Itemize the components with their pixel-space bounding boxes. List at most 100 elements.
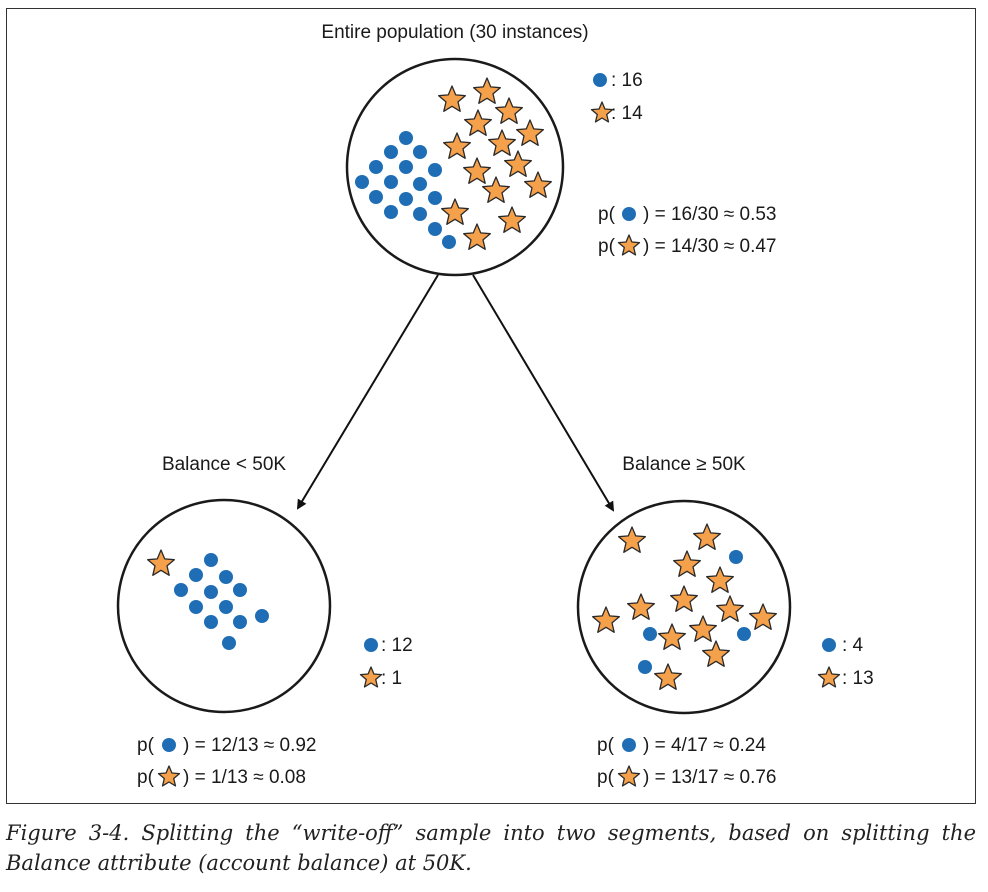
- circle-marker: [428, 163, 442, 177]
- circle-marker: [643, 627, 657, 641]
- root-p-star-expression: ) = 14/30 ≈ 0.47: [643, 236, 777, 257]
- right-p-circle-prefix: p(: [597, 735, 615, 756]
- star-marker: [627, 593, 655, 620]
- star-marker: [482, 176, 510, 203]
- circle-marker: [204, 553, 218, 567]
- star-marker: [498, 206, 526, 233]
- legend-star-icon: [617, 234, 641, 256]
- star-marker: [464, 109, 492, 136]
- star-marker: [147, 549, 175, 576]
- legend-star-icon: [359, 666, 383, 688]
- circle-marker: [442, 235, 456, 249]
- root-p-circle-expression: ) = 16/30 ≈ 0.53: [643, 204, 777, 225]
- root-node-markers: [355, 77, 552, 250]
- star-marker: [693, 523, 721, 550]
- legend-circle-icon: [622, 738, 636, 752]
- star-marker: [749, 603, 777, 630]
- circle-marker: [384, 145, 398, 159]
- legend-markers: [157, 73, 841, 787]
- left-p-circle-prefix: p(: [137, 735, 155, 756]
- star-marker: [658, 623, 686, 650]
- star-marker: [473, 77, 501, 104]
- circle-marker: [233, 583, 247, 597]
- star-marker: [706, 566, 734, 593]
- figure-caption: Figure 3-4. Splitting the “write-off” sa…: [6, 821, 976, 875]
- star-marker: [689, 615, 717, 642]
- circle-marker: [737, 627, 751, 641]
- legend-star-icon: [157, 765, 181, 787]
- right-circle-count: : 4: [842, 635, 864, 656]
- circle-marker: [189, 568, 203, 582]
- star-marker: [654, 663, 682, 690]
- star-marker: [504, 150, 532, 177]
- legend-star-icon: [817, 666, 841, 688]
- circle-marker: [399, 131, 413, 145]
- circle-marker: [369, 190, 383, 204]
- right-node-title: Balance ≥ 50K: [622, 454, 746, 475]
- root-node-title: Entire population (30 instances): [321, 22, 588, 43]
- right-star-count: : 13: [842, 668, 874, 689]
- circle-marker: [399, 192, 413, 206]
- circle-marker: [369, 160, 383, 174]
- circle-marker: [355, 175, 369, 189]
- circle-marker: [219, 600, 233, 614]
- star-marker: [488, 129, 516, 156]
- circle-marker: [255, 609, 269, 623]
- star-marker: [443, 132, 471, 159]
- star-marker: [618, 526, 646, 553]
- star-marker: [463, 157, 491, 184]
- star-marker: [673, 550, 701, 577]
- circle-marker: [428, 222, 442, 236]
- circle-marker: [233, 615, 247, 629]
- circle-marker: [638, 660, 652, 674]
- left-circle-count: : 12: [381, 635, 413, 656]
- figure-frame: [6, 8, 976, 804]
- root-circle-count: : 16: [611, 70, 643, 91]
- root-p-circle-prefix: p(: [598, 204, 616, 225]
- decision-tree-diagram: Entire population (30 instances) : 16 : …: [116, 22, 874, 788]
- star-marker: [702, 640, 730, 667]
- star-marker: [524, 171, 552, 198]
- star-marker: [495, 97, 523, 124]
- left-star-count: : 1: [381, 668, 402, 689]
- circle-marker: [204, 585, 218, 599]
- legend-circle-icon: [593, 73, 607, 87]
- right-p-circle-expression: ) = 4/17 ≈ 0.24: [643, 735, 766, 756]
- edge-root-to-left: [296, 274, 439, 510]
- star-marker: [592, 606, 620, 633]
- legend-star-icon: [617, 765, 641, 787]
- left-node-markers: [147, 549, 269, 650]
- legend-circle-icon: [364, 638, 378, 652]
- left-p-star-prefix: p(: [137, 767, 155, 788]
- root-star-count: : 14: [611, 103, 643, 124]
- star-marker: [670, 585, 698, 612]
- circle-marker: [174, 583, 188, 597]
- star-marker: [463, 223, 491, 250]
- legend-circle-icon: [822, 638, 836, 652]
- circle-marker: [413, 177, 427, 191]
- right-p-star-prefix: p(: [597, 767, 615, 788]
- legend-circle-icon: [622, 207, 636, 221]
- star-marker: [441, 198, 469, 225]
- left-p-star-expression: ) = 1/13 ≈ 0.08: [183, 767, 306, 788]
- legend-circle-icon: [162, 738, 176, 752]
- circle-marker: [222, 636, 236, 650]
- circle-marker: [399, 160, 413, 174]
- edge-root-to-right: [472, 274, 615, 512]
- star-marker: [716, 595, 744, 622]
- circle-marker: [413, 207, 427, 221]
- circle-marker: [189, 600, 203, 614]
- left-node-title: Balance < 50K: [162, 454, 286, 475]
- star-marker: [516, 119, 544, 146]
- circle-marker: [413, 145, 427, 159]
- circle-marker: [219, 570, 233, 584]
- circle-marker: [384, 175, 398, 189]
- circle-marker: [204, 615, 218, 629]
- circle-marker: [729, 550, 743, 564]
- right-node-markers: [592, 523, 777, 690]
- legend-star-icon: [590, 101, 614, 123]
- right-p-star-expression: ) = 13/17 ≈ 0.76: [643, 767, 777, 788]
- root-p-star-prefix: p(: [598, 236, 616, 257]
- star-marker: [438, 85, 466, 112]
- circle-marker: [384, 205, 398, 219]
